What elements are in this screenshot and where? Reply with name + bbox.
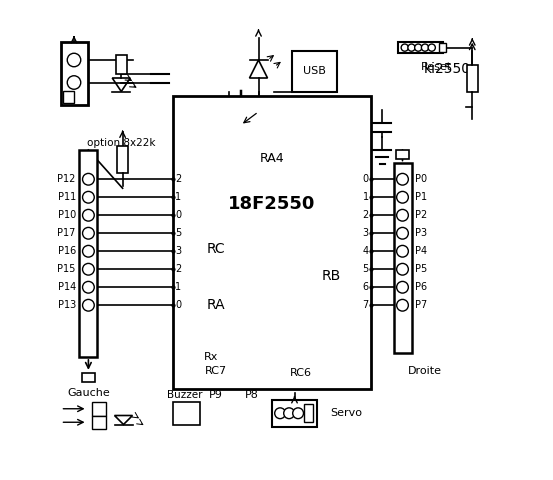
- Circle shape: [67, 76, 81, 89]
- Text: P0: P0: [415, 174, 427, 184]
- Text: 5: 5: [175, 228, 181, 238]
- Text: P8: P8: [245, 390, 259, 400]
- Text: 5: 5: [363, 264, 369, 274]
- Text: P1: P1: [415, 192, 427, 202]
- Bar: [62, 92, 74, 103]
- Text: P10: P10: [58, 210, 76, 220]
- Text: 18F2550: 18F2550: [228, 195, 316, 213]
- Circle shape: [82, 228, 94, 239]
- Text: 2: 2: [175, 264, 181, 274]
- Circle shape: [82, 173, 94, 185]
- Circle shape: [397, 228, 408, 239]
- Circle shape: [82, 264, 94, 275]
- Text: P2: P2: [415, 210, 427, 220]
- Text: 3: 3: [175, 246, 181, 256]
- Bar: [117, 145, 128, 172]
- Circle shape: [397, 245, 408, 257]
- Bar: [440, 43, 446, 52]
- Circle shape: [275, 408, 285, 419]
- Text: 4: 4: [363, 246, 369, 256]
- Bar: [398, 42, 443, 53]
- Bar: [272, 400, 317, 427]
- Text: P12: P12: [58, 174, 76, 184]
- Text: 0: 0: [175, 210, 181, 220]
- Text: 6: 6: [363, 282, 369, 292]
- Text: Gauche: Gauche: [67, 388, 110, 398]
- Text: Reset: Reset: [421, 62, 452, 72]
- Circle shape: [397, 173, 408, 185]
- Text: 0: 0: [363, 174, 369, 184]
- Text: P15: P15: [58, 264, 76, 274]
- Circle shape: [82, 245, 94, 257]
- Text: 7: 7: [363, 300, 369, 310]
- Text: P6: P6: [415, 282, 427, 292]
- Text: P7: P7: [415, 300, 427, 310]
- Text: USB: USB: [303, 66, 326, 76]
- Bar: [60, 42, 87, 105]
- Text: 2: 2: [175, 174, 181, 184]
- Circle shape: [397, 264, 408, 275]
- Text: option 8x22k: option 8x22k: [87, 138, 155, 148]
- Text: 3: 3: [363, 228, 369, 238]
- Circle shape: [82, 209, 94, 221]
- Circle shape: [408, 44, 415, 51]
- Text: P13: P13: [58, 300, 76, 310]
- Text: 2: 2: [363, 210, 369, 220]
- Text: Buzzer: Buzzer: [166, 390, 202, 400]
- Circle shape: [82, 192, 94, 203]
- Bar: [292, 51, 337, 92]
- Text: P5: P5: [415, 264, 427, 274]
- Bar: [304, 404, 314, 422]
- Bar: [173, 402, 200, 424]
- Text: P16: P16: [58, 246, 76, 256]
- Bar: [467, 64, 478, 92]
- Text: RA4: RA4: [260, 153, 284, 166]
- Text: RC: RC: [207, 242, 226, 256]
- Bar: [82, 373, 95, 382]
- Bar: [396, 150, 409, 159]
- Text: P3: P3: [415, 228, 427, 238]
- Text: RC7: RC7: [205, 365, 227, 375]
- Text: P11: P11: [58, 192, 76, 202]
- Text: RA: RA: [207, 298, 226, 312]
- Circle shape: [397, 209, 408, 221]
- Text: P9: P9: [209, 390, 223, 400]
- Text: P17: P17: [58, 228, 76, 238]
- Bar: [92, 402, 106, 416]
- Text: RC6: RC6: [290, 368, 312, 378]
- Text: ki2550: ki2550: [424, 62, 471, 76]
- Circle shape: [421, 44, 429, 51]
- Circle shape: [67, 53, 81, 67]
- Text: Rx: Rx: [204, 352, 218, 362]
- Text: Droite: Droite: [408, 366, 442, 376]
- Circle shape: [401, 44, 408, 51]
- Circle shape: [397, 192, 408, 203]
- Text: P14: P14: [58, 282, 76, 292]
- Circle shape: [82, 281, 94, 293]
- Text: 0: 0: [175, 300, 181, 310]
- Text: 1: 1: [175, 282, 181, 292]
- Circle shape: [284, 408, 295, 419]
- Bar: [80, 150, 97, 357]
- Text: 1: 1: [175, 192, 181, 202]
- Text: Servo: Servo: [331, 408, 363, 418]
- Circle shape: [415, 44, 422, 51]
- Bar: [173, 96, 371, 388]
- Bar: [92, 416, 106, 429]
- Circle shape: [397, 281, 408, 293]
- Bar: [394, 164, 411, 352]
- Bar: [116, 56, 127, 73]
- Text: RB: RB: [321, 269, 341, 283]
- Circle shape: [82, 300, 94, 311]
- Text: P4: P4: [415, 246, 427, 256]
- Circle shape: [428, 44, 435, 51]
- Circle shape: [293, 408, 304, 419]
- Text: 1: 1: [363, 192, 369, 202]
- Circle shape: [397, 300, 408, 311]
